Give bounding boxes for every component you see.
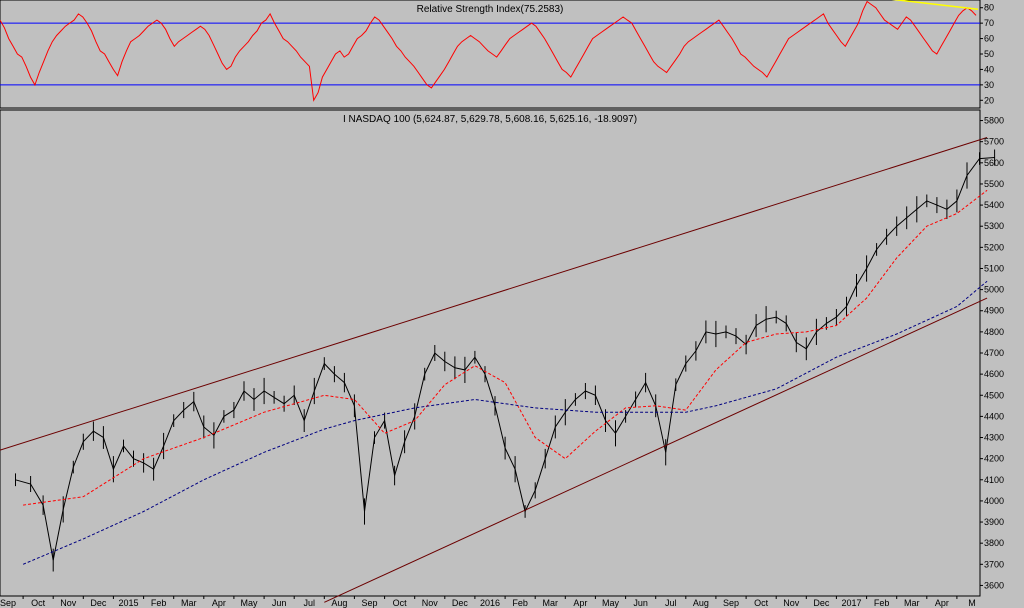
price-panel: I NASDAQ 100 (5,624.87, 5,629.78, 5,608.… [0, 109, 1004, 608]
ma-short-line [23, 189, 988, 506]
ma-long-line [22, 280, 988, 565]
price-y-tick-label: 5300 [984, 221, 1004, 231]
rsi-y-tick-label: 50 [984, 49, 994, 59]
price-y-tick-label: 4400 [984, 411, 1004, 421]
price-y-tick-label: 5600 [984, 158, 1004, 168]
price-y-tick-label: 4900 [984, 306, 1004, 316]
x-tick-label: 2017 [841, 598, 861, 608]
x-tick-label: Jul [304, 598, 316, 608]
price-y-tick-label: 5200 [984, 242, 1004, 252]
x-tick-label: Nov [60, 598, 77, 608]
price-y-tick-label: 4800 [984, 327, 1004, 337]
price-y-tick-label: 5100 [984, 263, 1004, 273]
rsi-title: Relative Strength Index(75.2583) [417, 4, 564, 15]
price-y-tick-label: 5800 [984, 116, 1004, 126]
x-tick-label: Mar [181, 598, 197, 608]
price-y-tick-label: 4200 [984, 454, 1004, 464]
x-tick-label: Feb [874, 598, 890, 608]
price-bars [15, 149, 996, 572]
x-tick-label: 2016 [480, 598, 500, 608]
x-tick-label: Sep [723, 598, 739, 608]
price-x-axis: Sep Oct Nov Dec 2015 Feb Mar Apr May Jun Jul Aug Sep… [0, 596, 976, 608]
price-y-tick-label: 3900 [984, 517, 1004, 527]
x-tick-label: 2015 [118, 598, 138, 608]
x-tick-label: Sep [0, 598, 16, 608]
price-y-tick-label: 4600 [984, 369, 1004, 379]
price-y-tick-label: 4500 [984, 390, 1004, 400]
x-tick-label: Apr [935, 598, 949, 608]
x-tick-label: Dec [452, 598, 469, 608]
x-tick-label: Nov [422, 598, 439, 608]
x-tick-label: Dec [813, 598, 830, 608]
rsi-y-axis: 80 70 60 50 40 30 20 [980, 3, 994, 105]
x-tick-label: Dec [90, 598, 107, 608]
rsi-y-tick-label: 60 [984, 34, 994, 44]
x-tick-label: May [240, 598, 258, 608]
rsi-panel: Relative Strength Index(75.2583) 80 70 60 5… [0, 0, 994, 109]
x-tick-label: Jun [633, 598, 648, 608]
price-y-axis: 5800 5700 5600 5500 5400 5300 5200 5100 5000 4900… [980, 116, 1004, 590]
price-y-tick-label: 3700 [984, 559, 1004, 569]
x-tick-label: Oct [31, 598, 46, 608]
upper-trendline [0, 136, 988, 451]
price-y-tick-label: 3600 [984, 580, 1004, 590]
price-y-tick-label: 5700 [984, 137, 1004, 147]
x-tick-label: Mar [543, 598, 559, 608]
x-tick-label: Aug [331, 598, 347, 608]
x-tick-label: Oct [754, 598, 769, 608]
x-tick-label: Nov [783, 598, 800, 608]
price-y-tick-label: 3800 [984, 538, 1004, 548]
price-y-tick-label: 4000 [984, 496, 1004, 506]
price-y-tick-label: 5400 [984, 200, 1004, 210]
price-y-tick-label: 4700 [984, 348, 1004, 358]
x-tick-label: Feb [151, 598, 167, 608]
price-y-tick-label: 4300 [984, 433, 1004, 443]
lower-trendline [324, 297, 988, 603]
x-tick-label: Oct [393, 598, 408, 608]
x-tick-label: Sep [361, 598, 377, 608]
price-title: I NASDAQ 100 (5,624.87, 5,629.78, 5,608.… [343, 114, 637, 125]
x-tick-label: M [968, 598, 976, 608]
price-y-tick-label: 5500 [984, 179, 1004, 189]
x-tick-label: Apr [573, 598, 587, 608]
x-tick-label: Jul [665, 598, 677, 608]
x-tick-label: Jun [272, 598, 287, 608]
x-tick-label: Apr [212, 598, 226, 608]
price-y-tick-label: 5000 [984, 285, 1004, 295]
rsi-y-tick-label: 30 [984, 80, 994, 90]
x-tick-label: May [602, 598, 620, 608]
rsi-series-line [0, 0, 977, 102]
x-tick-label: Aug [693, 598, 709, 608]
rsi-y-tick-label: 70 [984, 18, 994, 28]
price-close-line [15, 157, 995, 561]
rsi-y-tick-label: 20 [984, 95, 994, 105]
rsi-y-tick-label: 40 [984, 64, 994, 74]
x-tick-label: Mar [904, 598, 920, 608]
x-tick-label: Feb [512, 598, 528, 608]
rsi-trendline [891, 0, 979, 11]
rsi-y-tick-label: 80 [984, 3, 994, 13]
price-y-tick-label: 4100 [984, 475, 1004, 485]
